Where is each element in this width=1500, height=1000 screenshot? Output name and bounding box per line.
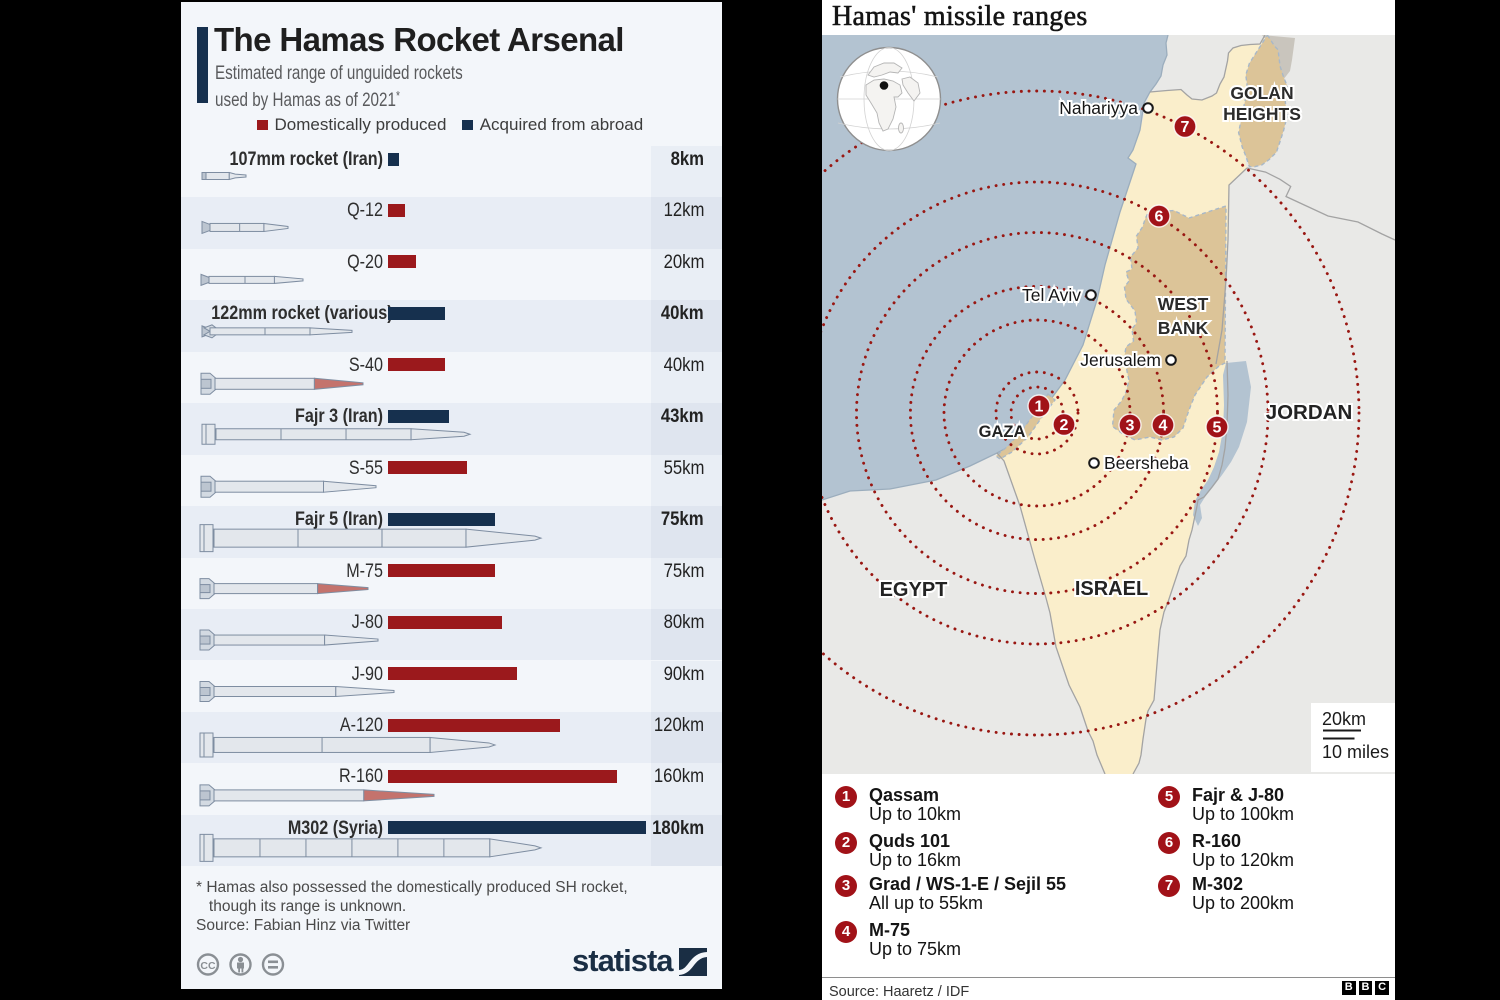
svg-text:Jerusalem: Jerusalem [1080, 350, 1161, 370]
svg-text:2: 2 [1060, 417, 1069, 434]
svg-text:7: 7 [1181, 119, 1190, 136]
svg-text:Nahariyya: Nahariyya [1059, 98, 1138, 118]
svg-text:GOLAN: GOLAN [1230, 83, 1293, 103]
svg-text:5: 5 [1213, 420, 1222, 437]
svg-text:6: 6 [1155, 209, 1164, 226]
svg-text:ISRAEL: ISRAEL [1075, 578, 1148, 600]
svg-text:20km: 20km [1322, 709, 1366, 729]
svg-text:3: 3 [1126, 418, 1135, 435]
svg-text:4: 4 [1159, 418, 1168, 435]
svg-text:JORDAN: JORDAN [1266, 401, 1353, 424]
svg-text:Beersheba: Beersheba [1104, 453, 1189, 473]
svg-text:10 miles: 10 miles [1322, 742, 1389, 762]
svg-text:WEST: WEST [1158, 294, 1209, 314]
svg-text:GAZA: GAZA [979, 423, 1026, 441]
svg-text:EGYPT: EGYPT [880, 579, 948, 601]
svg-text:BANK: BANK [1158, 318, 1209, 338]
svg-text:CC: CC [200, 960, 216, 972]
svg-text:HEIGHTS: HEIGHTS [1223, 104, 1301, 124]
svg-text:1: 1 [1035, 399, 1044, 416]
svg-text:Tel Aviv: Tel Aviv [1022, 285, 1081, 305]
